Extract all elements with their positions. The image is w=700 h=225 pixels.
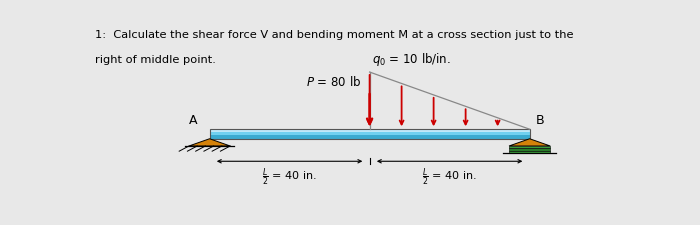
Polygon shape xyxy=(509,146,550,148)
Polygon shape xyxy=(209,132,530,135)
Text: B: B xyxy=(536,115,545,128)
Text: right of middle point.: right of middle point. xyxy=(94,55,216,65)
Text: $q_0$ = 10 lb/in.: $q_0$ = 10 lb/in. xyxy=(372,51,452,68)
Text: $\frac{L}{2}$ = 40 in.: $\frac{L}{2}$ = 40 in. xyxy=(422,166,477,188)
Text: $\frac{L}{2}$ = 40 in.: $\frac{L}{2}$ = 40 in. xyxy=(262,166,317,188)
Polygon shape xyxy=(509,148,550,151)
Polygon shape xyxy=(189,139,230,146)
Polygon shape xyxy=(209,135,530,139)
Text: 1:  Calculate the shear force V and bending moment M at a cross section just to : 1: Calculate the shear force V and bendi… xyxy=(94,30,573,40)
Polygon shape xyxy=(509,139,550,146)
Polygon shape xyxy=(209,129,530,132)
Polygon shape xyxy=(509,151,550,153)
Text: A: A xyxy=(189,115,197,128)
Text: $P$ = 80 lb: $P$ = 80 lb xyxy=(306,75,361,89)
